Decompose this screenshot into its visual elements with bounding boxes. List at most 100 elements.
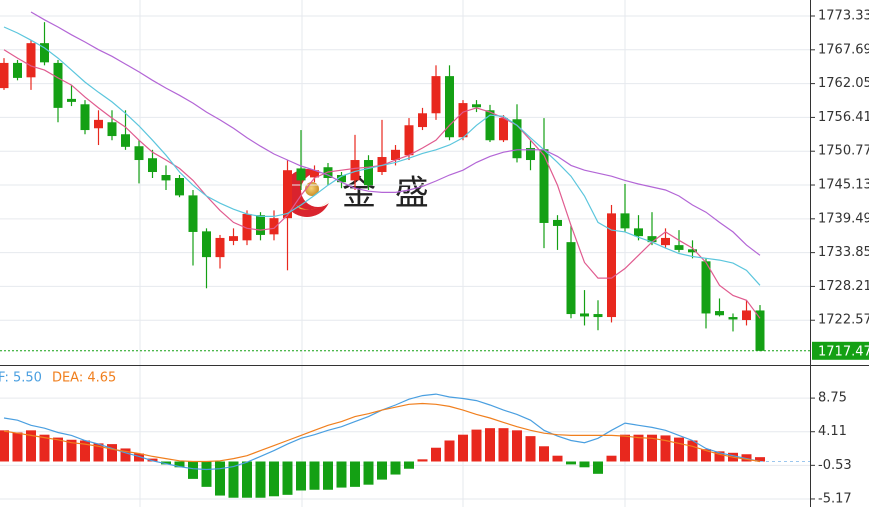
y-tick-label: 1767.69	[818, 42, 869, 57]
candle-body	[728, 317, 738, 320]
candle-body	[445, 76, 454, 138]
candle-body	[431, 76, 441, 114]
last-price-label: 1717.47	[818, 344, 869, 359]
macd-bar	[633, 434, 644, 462]
macd-bar	[242, 461, 252, 498]
candle-body	[512, 119, 522, 159]
macd-bar	[714, 451, 725, 462]
macd-bar	[552, 455, 563, 462]
macd-bar	[53, 437, 63, 462]
indicator-line	[3, 26, 761, 286]
candle-body	[53, 62, 63, 108]
candle-body	[634, 228, 643, 237]
candle-body	[674, 245, 684, 250]
candle-body	[485, 110, 495, 141]
y-tick-label: 1739.49	[818, 211, 869, 226]
macd-bar	[741, 454, 752, 462]
macd-bar	[80, 440, 90, 462]
macd-bar	[512, 430, 522, 462]
candle-body	[269, 218, 279, 235]
macd-bar	[539, 446, 549, 462]
y-tick-label: -0.53	[818, 458, 852, 473]
macd-bar	[188, 461, 198, 479]
macd-bar	[417, 459, 428, 462]
price-plot	[0, 11, 810, 352]
y-tick-label: 8.75	[818, 391, 847, 406]
candle-body	[526, 148, 535, 161]
y-tick-label: 1728.21	[818, 279, 869, 294]
candle-body	[148, 158, 157, 173]
candle-body	[688, 249, 697, 253]
candle-body	[715, 311, 724, 316]
macd-bar	[660, 435, 671, 462]
macd-bar	[498, 428, 509, 462]
candle-body	[161, 175, 171, 181]
y-tick-label: 1750.77	[818, 144, 869, 159]
macd-bar	[606, 455, 617, 462]
macd-bar	[674, 437, 684, 462]
macd-bar	[161, 461, 171, 465]
candle-body	[67, 98, 76, 102]
macd-bar	[579, 461, 590, 468]
candle-body	[391, 149, 400, 161]
candle-body	[107, 122, 117, 137]
macd-bar	[390, 461, 401, 475]
candle-body	[256, 215, 265, 235]
candle-body	[377, 157, 387, 173]
candle-body	[458, 103, 468, 138]
macd-bar	[93, 443, 104, 462]
grid	[139, 0, 626, 507]
macd-bar	[620, 434, 630, 462]
candle-body	[701, 261, 711, 314]
macd-bar	[147, 458, 158, 462]
macd-bar	[404, 461, 414, 469]
macd-bar	[593, 461, 603, 474]
candle-body	[755, 310, 765, 351]
candle-body	[337, 175, 346, 183]
macd-bar	[431, 447, 441, 462]
macd-bar	[350, 461, 360, 487]
candle-body	[134, 146, 144, 161]
candle-body	[121, 134, 130, 147]
candle-body	[310, 170, 319, 178]
candle-body	[620, 213, 630, 229]
indicator-line	[3, 402, 761, 463]
candle-body	[607, 213, 616, 318]
candle-body	[26, 43, 36, 78]
macd-bar	[336, 461, 347, 488]
y-tick-label: 1733.85	[818, 245, 869, 260]
macd-bar	[701, 449, 711, 462]
macd-bar	[755, 457, 765, 462]
y-tick-label: 1722.57	[818, 313, 869, 328]
candle-body	[364, 160, 373, 186]
candle-body	[242, 213, 252, 241]
candle-body	[566, 242, 576, 315]
candle-body	[580, 313, 589, 317]
candle-body	[418, 113, 427, 128]
macd-bar	[39, 434, 50, 462]
candle-body	[13, 62, 22, 78]
y-tick-label: 1745.13	[818, 178, 869, 193]
macd-bar	[12, 432, 23, 462]
macd-bar	[201, 461, 212, 487]
macd-bar	[323, 461, 333, 490]
macd-bar	[363, 461, 374, 485]
candle-body	[539, 149, 549, 223]
macd-bar	[66, 439, 77, 462]
y-tick-label: -5.17	[818, 491, 852, 506]
macd-bar	[174, 461, 185, 468]
macd-bar	[647, 434, 657, 462]
macd-bar	[444, 440, 455, 462]
macd-bar	[485, 428, 495, 462]
indicator-line	[30, 11, 761, 256]
macd-bar	[458, 434, 468, 462]
candle-body	[350, 160, 360, 181]
candle-body	[661, 237, 670, 246]
macd-bar	[525, 436, 536, 462]
candle-body	[499, 118, 508, 141]
candle-body	[404, 125, 414, 156]
macd-bar	[215, 461, 225, 496]
candle-body	[472, 104, 481, 108]
macd-bar	[269, 461, 279, 497]
